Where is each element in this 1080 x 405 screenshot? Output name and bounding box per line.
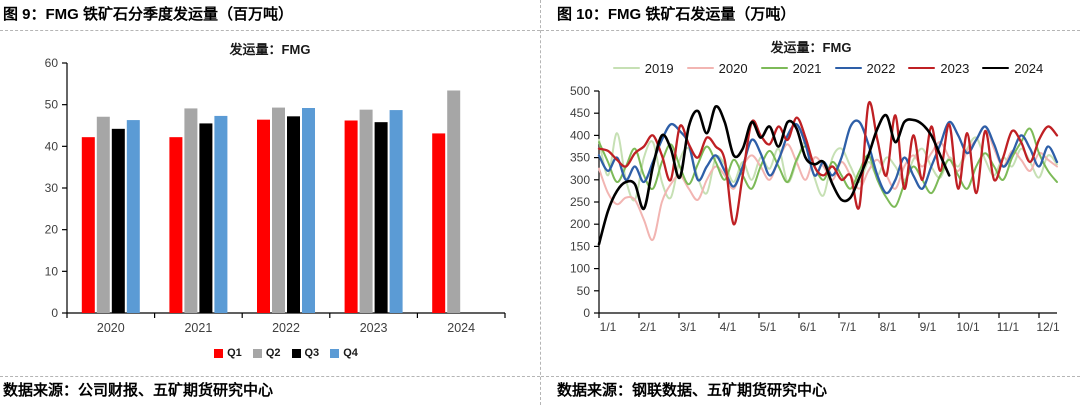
line-x-tick-label: 4/1 (720, 320, 737, 334)
line-x-tick-label: 12/1 (1036, 320, 1060, 334)
line-chart-legend: 2019 2020 2021 2022 2023 2024 (589, 59, 1067, 77)
legend-item-q2: Q2 (252, 347, 281, 359)
line-2023-swatch (908, 66, 936, 70)
line-series (597, 101, 1059, 246)
line-x-tick-label: 11/1 (997, 320, 1020, 334)
line-2019-swatch (612, 66, 640, 70)
bar-2021-Q3 (199, 123, 213, 314)
legend-item-q3: Q3 (291, 347, 319, 359)
bar-series-Q2 (96, 90, 461, 314)
line-chart-area: 发运量：FMG 2019 2020 2021 2022 2023 2024 0 5… (541, 31, 1080, 377)
bar-2024-Q2 (447, 90, 461, 313)
bar-y-tick-label: 10 (45, 264, 59, 278)
bar-2020-Q2 (96, 116, 110, 313)
bar-2021-Q2 (184, 108, 198, 314)
line-2022-swatch (834, 66, 862, 70)
q4-swatch (330, 348, 340, 358)
weekly-line-chart: 0 50 100 150 200 250 300 350 400 450 500 1/1 2/1 3/1 4… (570, 84, 1060, 334)
q3-swatch (291, 348, 301, 358)
line-y-tick-label: 300 (570, 173, 590, 187)
bar-series-Q3 (111, 116, 388, 314)
bar-chart-area: 发运量：FMG 0 10 20 30 40 50 60 2020 2021 2022 2023 202… (0, 31, 540, 377)
bar-y-tick-label: 60 (45, 56, 59, 70)
line-x-tick-label: 10/1 (956, 320, 980, 334)
line-2021-swatch (760, 66, 788, 70)
figure9-panel: 图 9：FMG 铁矿石分季度发运量（百万吨） 发运量：FMG 0 10 20 30 40… (0, 0, 540, 405)
legend-item-q1: Q1 (214, 347, 242, 359)
bar-2022-Q2 (272, 107, 285, 313)
line-y-tick-label: 350 (570, 151, 590, 165)
line-x-tick-label: 6/1 (800, 320, 817, 334)
line-x-tick-label: 8/1 (880, 320, 897, 334)
figure9-title: 图 9：FMG 铁矿石分季度发运量（百万吨） (0, 0, 540, 31)
line-2024 (597, 105, 951, 246)
line-y-tick-label: 50 (577, 284, 591, 298)
bar-2020-Q1 (81, 137, 95, 313)
legend-item-2024: 2024 (982, 61, 1043, 76)
bar-x-tick-label: 2020 (97, 321, 125, 335)
bar-2020-Q4 (126, 120, 140, 313)
bar-y-tick-label: 30 (45, 181, 59, 195)
line-x-tick-label: 7/1 (840, 320, 857, 334)
line-2024-swatch (982, 66, 1010, 70)
bar-chart-title: 发运量：FMG (229, 42, 311, 57)
line-y-tick-label: 150 (570, 239, 590, 253)
line-axes: 0 50 100 150 200 250 300 350 400 450 500 1/1 2/1 3/1 4… (570, 84, 1060, 334)
bar-y-tick-label: 20 (45, 223, 59, 237)
q1-swatch (214, 348, 224, 358)
bar-x-tick-label: 2024 (447, 321, 475, 335)
line-y-tick-label: 450 (570, 106, 590, 120)
legend-item-2023: 2023 (908, 61, 969, 76)
line-x-tick-label: 9/1 (920, 320, 937, 334)
figure10-title: 图 10：FMG 铁矿石发运量（万吨） (541, 0, 1080, 31)
bar-series (81, 90, 461, 314)
bar-series-Q4 (126, 108, 403, 314)
line-y-tick-label: 400 (570, 128, 590, 142)
bar-y-tick-label: 40 (45, 139, 59, 153)
figure10-panel: 图 10：FMG 铁矿石发运量（万吨） 发运量：FMG 2019 2020 20… (540, 0, 1080, 405)
bar-axes: 0 10 20 30 40 50 60 2020 2021 2022 2023 2024 (45, 56, 506, 335)
line-y-tick-label: 200 (570, 217, 590, 231)
line-2019 (598, 132, 1058, 202)
bar-2024-Q1 (432, 133, 446, 313)
line-x-tick-label: 3/1 (680, 320, 697, 334)
q2-swatch (252, 348, 262, 358)
line-y-tick-label: 100 (570, 262, 590, 276)
legend-item-2022: 2022 (834, 61, 895, 76)
line-y-tick-label: 500 (570, 84, 590, 98)
bar-2023-Q3 (374, 122, 388, 314)
bar-y-tick-label: 50 (45, 98, 59, 112)
bar-2023-Q2 (359, 109, 373, 314)
bar-y-tick-label: 0 (51, 306, 58, 320)
bar-2022-Q1 (257, 119, 270, 314)
bar-2020-Q3 (111, 128, 125, 313)
bar-series-Q1 (81, 119, 446, 314)
bar-2022-Q3 (287, 116, 300, 313)
quarterly-bar-chart: 0 10 20 30 40 50 60 2020 2021 2022 2023 2024 (45, 56, 506, 335)
bar-2023-Q1 (344, 120, 358, 313)
line-2023 (597, 101, 1059, 226)
bar-x-tick-label: 2021 (184, 321, 212, 335)
bar-chart-legend: Q1 Q2 Q3 Q4 (67, 345, 505, 361)
bar-2023-Q4 (389, 110, 403, 313)
bar-2021-Q4 (214, 115, 228, 314)
line-x-tick-label: 2/1 (640, 320, 657, 334)
bar-2022-Q4 (302, 108, 315, 313)
figure10-source: 数据来源：钢联数据、五矿期货研究中心 (541, 376, 1080, 405)
bar-x-tick-label: 2022 (272, 321, 300, 335)
legend-item-2020: 2020 (686, 61, 748, 76)
legend-item-q4: Q4 (330, 347, 358, 359)
line-x-tick-label: 5/1 (760, 320, 777, 334)
line-y-tick-label: 250 (570, 195, 590, 209)
line-y-tick-label: 0 (583, 306, 590, 320)
line-2020-swatch (686, 66, 714, 70)
legend-item-2019: 2019 (612, 61, 674, 76)
line-chart-title: 发运量：FMG (770, 40, 852, 55)
legend-item-2021: 2021 (760, 61, 822, 76)
bar-2021-Q1 (169, 137, 183, 313)
figure9-source: 数据来源：公司财报、五矿期货研究中心 (0, 376, 540, 405)
line-x-tick-label: 1/1 (600, 320, 617, 334)
bar-x-tick-label: 2023 (360, 321, 388, 335)
